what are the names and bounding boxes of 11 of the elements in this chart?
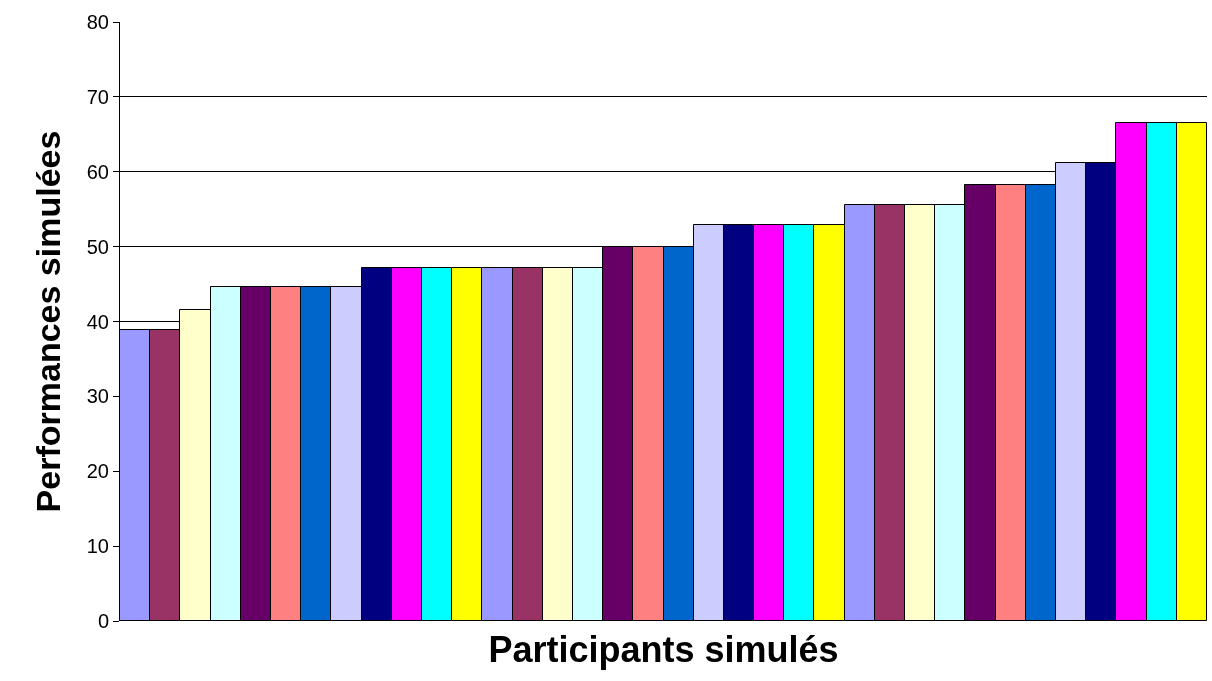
y-axis-title: Performances simulées	[29, 130, 68, 513]
y-tick-label: 10	[86, 535, 109, 558]
y-tick-label: 70	[86, 85, 109, 108]
y-tick-label: 0	[97, 610, 109, 632]
y-tick-label: 20	[86, 460, 109, 483]
y-tick-label: 80	[86, 11, 109, 33]
y-tick-label: 60	[86, 160, 109, 183]
y-tick-label: 50	[86, 235, 109, 258]
x-axis-title: Participants simulés	[488, 628, 839, 670]
y-tick-label: 40	[86, 310, 109, 333]
y-tick-label: 30	[86, 385, 109, 408]
